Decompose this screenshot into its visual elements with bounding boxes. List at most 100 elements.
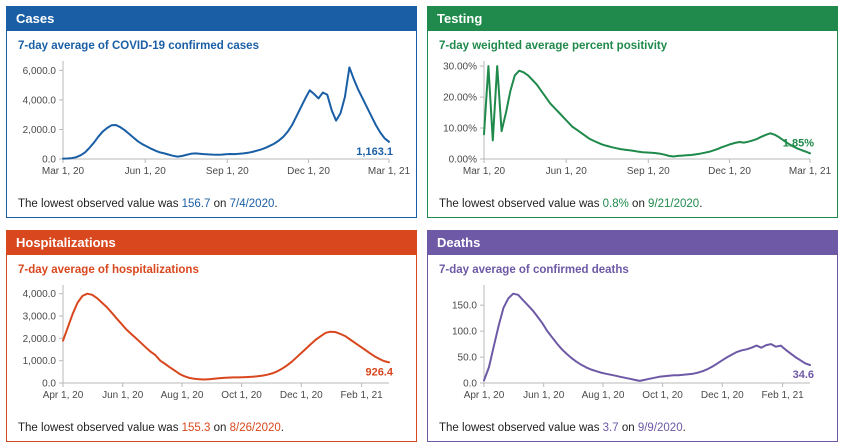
panel-testing-header: Testing (428, 7, 837, 31)
line-chart-svg: 0.00% 10.00% 20.00% 30.00% Mar 1, 20 Jun 1, 2… (443, 61, 832, 177)
x-tick-label: Sep 1, 20 (627, 166, 670, 177)
x-tick-label: Jun 1, 20 (125, 166, 167, 177)
y-tick-label: 3,000.0 (23, 312, 57, 323)
x-tick-label: Aug 1, 20 (161, 390, 204, 401)
note-lowest-date: 8/26/2020 (229, 422, 281, 434)
note-lowest-date: 7/4/2020 (229, 198, 275, 210)
note-lowest-value: 155.3 (181, 422, 211, 434)
end-value-label: 926.4 (365, 366, 393, 378)
y-tick-label: 0.0 (42, 379, 56, 390)
note-prefix: The lowest observed value was (18, 198, 182, 210)
panel-testing-body: 7-day weighted average percent positivit… (428, 31, 837, 217)
note-mid: on (618, 422, 638, 434)
cases-chart-subtitle: 7-day average of COVID-19 confirmed case… (18, 40, 259, 52)
note-prefix: The lowest observed value was (18, 422, 182, 434)
panel-testing-title: Testing (437, 11, 483, 26)
x-tick-label: Dec 1, 20 (708, 166, 751, 177)
x-tick-label: Apr 1, 20 (464, 390, 505, 401)
deaths-lowest-value-note: The lowest observed value was 3.7 on 9/9… (436, 420, 829, 436)
note-mid: on (210, 198, 230, 210)
x-tick-label: Mar 1, 21 (368, 166, 411, 177)
y-tick-label: 2,000.0 (23, 334, 57, 345)
x-tick-label: Jun 1, 20 (546, 166, 588, 177)
x-tick-label: Jun 1, 20 (523, 390, 565, 401)
note-suffix: . (280, 422, 284, 434)
series-line (483, 65, 811, 158)
x-tick-label: Mar 1, 20 (463, 166, 506, 177)
y-tick-label: 4,000.0 (23, 289, 57, 300)
testing-line-chart: 0.00% 10.00% 20.00% 30.00% Mar 1, 20 Jun 1, 2… (436, 55, 832, 177)
x-tick-label: Aug 1, 20 (582, 390, 625, 401)
x-tick-label: Feb 1, 21 (761, 390, 804, 401)
y-tick-label: 6,000.0 (23, 66, 57, 77)
note-prefix: The lowest observed value was (439, 422, 603, 434)
panel-cases-title: Cases (16, 11, 55, 26)
testing-lowest-value-note: The lowest observed value was 0.8% on 9/… (436, 196, 829, 212)
cases-line-chart: 0.0 2,000.0 4,000.0 6,000.0 Mar 1, 20 Jun 1, … (15, 55, 411, 177)
series-line (483, 292, 811, 382)
deaths-line-chart: 0.0 50.0 100.0 150.0 Apr 1, 20 Jun 1, 20 Aug 1… (436, 279, 829, 401)
note-suffix: . (699, 198, 703, 210)
series-line (62, 66, 390, 160)
x-tick-label: Mar 1, 20 (42, 166, 85, 177)
y-tick-label: 4,000.0 (23, 95, 57, 106)
hospitalizations-chart-subtitle: 7-day average of hospitalizations (18, 264, 199, 276)
panel-hospitalizations-header: Hospitalizations (7, 231, 416, 255)
end-value-label: 1.85% (783, 137, 814, 149)
x-tick-label: Oct 1, 20 (221, 390, 262, 401)
note-suffix: . (682, 422, 686, 434)
panel-hospitalizations: Hospitalizations 7-day average of hospit… (6, 230, 417, 442)
note-mid: on (628, 198, 649, 210)
line-chart-svg: 0.0 2,000.0 4,000.0 6,000.0 Mar 1, 20 Jun 1, … (23, 61, 411, 177)
y-tick-label: 2,000.0 (23, 125, 57, 136)
panel-cases-body: 7-day average of COVID-19 confirmed case… (7, 31, 416, 217)
y-tick-label: 30.00% (443, 62, 477, 73)
hospitalizations-lowest-value-note: The lowest observed value was 155.3 on 8… (15, 420, 408, 436)
series-line (62, 292, 390, 381)
note-suffix: . (274, 198, 278, 210)
x-tick-label: Oct 1, 20 (642, 390, 683, 401)
cases-lowest-value-note: The lowest observed value was 156.7 on 7… (15, 196, 408, 212)
x-tick-label: Feb 1, 21 (340, 390, 383, 401)
panel-hospitalizations-body: 7-day average of hospitalizations 0.0 1,0… (7, 255, 416, 441)
x-tick-label: Dec 1, 20 (701, 390, 744, 401)
panel-deaths-title: Deaths (437, 235, 481, 250)
x-tick-label: Mar 1, 21 (789, 166, 832, 177)
x-tick-label: Apr 1, 20 (43, 390, 84, 401)
y-tick-label: 20.00% (443, 93, 477, 104)
y-tick-label: 150.0 (452, 301, 477, 312)
x-tick-label: Dec 1, 20 (287, 166, 330, 177)
note-lowest-value: 156.7 (181, 198, 211, 210)
y-tick-label: 50.0 (458, 353, 478, 364)
panel-testing: Testing 7-day weighted average percent p… (427, 6, 838, 218)
panel-cases-header: Cases (7, 7, 416, 31)
panel-cases: Cases 7-day average of COVID-19 confirme… (6, 6, 417, 218)
panel-deaths-body: 7-day average of confirmed deaths 0.0 50.… (428, 255, 837, 441)
x-tick-label: Sep 1, 20 (206, 166, 249, 177)
x-tick-label: Dec 1, 20 (280, 390, 323, 401)
testing-chart-subtitle: 7-day weighted average percent positivit… (439, 40, 668, 52)
note-prefix: The lowest observed value was (439, 198, 603, 210)
y-tick-label: 0.00% (449, 155, 477, 166)
y-tick-label: 100.0 (452, 327, 477, 338)
deaths-chart-subtitle: 7-day average of confirmed deaths (439, 264, 629, 276)
line-chart-svg: 0.0 50.0 100.0 150.0 Apr 1, 20 Jun 1, 20 Aug 1… (452, 285, 814, 401)
y-tick-label: 0.0 (463, 379, 477, 390)
note-lowest-value: 0.8% (602, 198, 629, 210)
end-value-label: 34.6 (793, 369, 814, 381)
panel-deaths-header: Deaths (428, 231, 837, 255)
note-mid: on (210, 422, 230, 434)
panel-deaths: Deaths 7-day average of confirmed deaths… (427, 230, 838, 442)
note-lowest-value: 3.7 (602, 422, 619, 434)
note-lowest-date: 9/21/2020 (648, 198, 700, 210)
panel-hospitalizations-title: Hospitalizations (16, 235, 116, 250)
hospitalizations-line-chart: 0.0 1,000.0 2,000.0 3,000.0 4,000.0 Apr 1, 20… (15, 279, 408, 401)
x-tick-label: Jun 1, 20 (102, 390, 144, 401)
y-tick-label: 1,000.0 (23, 356, 57, 367)
note-lowest-date: 9/9/2020 (637, 422, 683, 434)
end-value-label: 1,163.1 (356, 146, 393, 158)
y-tick-label: 10.00% (443, 124, 477, 135)
y-tick-label: 0.0 (42, 155, 56, 166)
line-chart-svg: 0.0 1,000.0 2,000.0 3,000.0 4,000.0 Apr 1, 20… (23, 285, 394, 401)
